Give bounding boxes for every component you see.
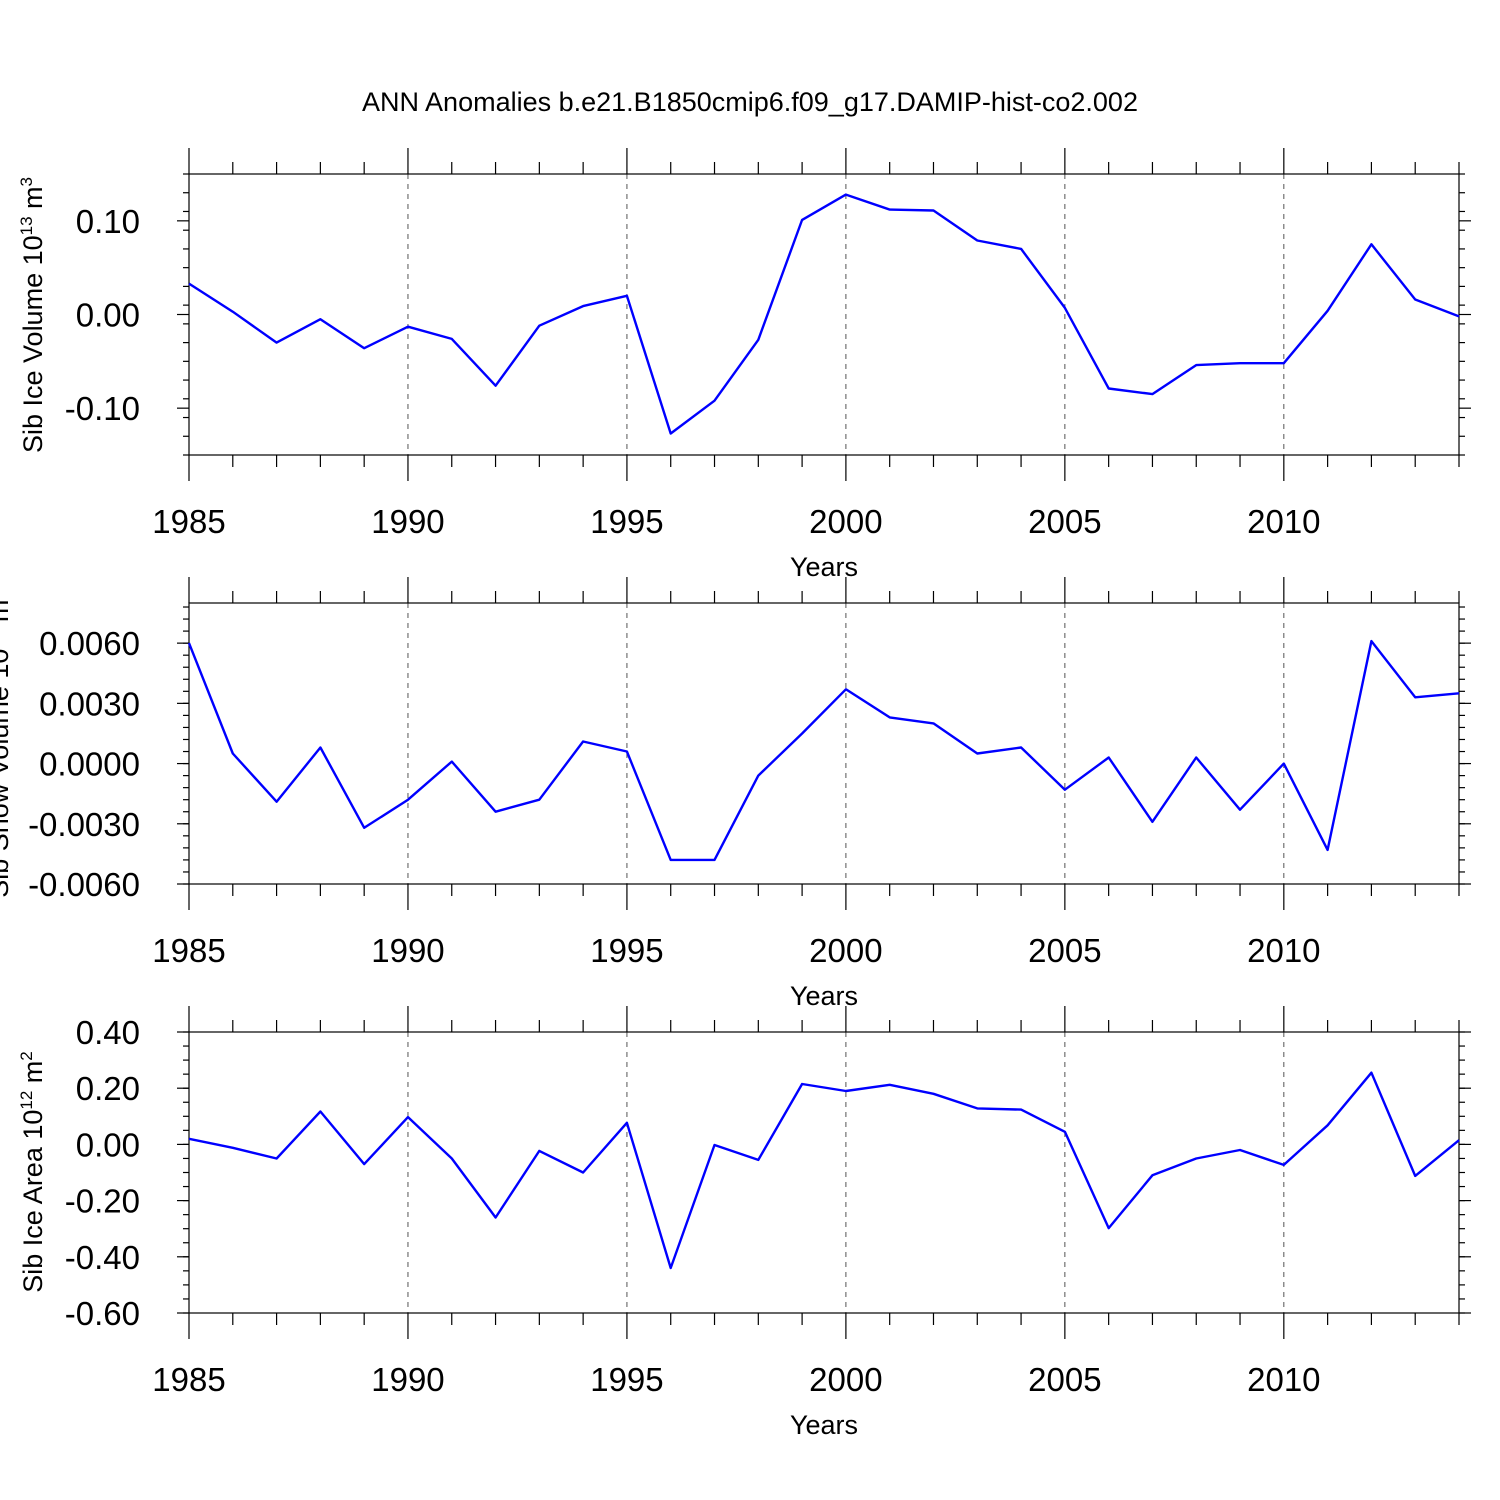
y-tick-label: -0.20 — [65, 1183, 140, 1220]
x-tick-label: 2005 — [1028, 932, 1101, 969]
x-tick-label: 1995 — [590, 932, 663, 969]
plot-frame — [188, 173, 1460, 456]
y-axis-title-exponent: 13 — [17, 216, 36, 235]
x-tick-label: 1995 — [590, 1361, 663, 1398]
y-tick-label: 0.40 — [76, 1014, 140, 1051]
x-tick-label: 2005 — [1028, 1361, 1101, 1398]
y-axis-title-part: Sib Ice Area 10 — [18, 1110, 48, 1293]
x-tick-label: 2005 — [1028, 503, 1101, 540]
y-tick-label: -0.0030 — [28, 806, 140, 843]
y-tick-label: -0.60 — [65, 1295, 140, 1332]
x-tick-label: 2010 — [1247, 1361, 1320, 1398]
chart-panel-sib-snow-volume: 1985 1990 1995 2000 2005 2010 Years -0.0060 -0.0… — [0, 577, 1471, 1011]
panels: 1985 1990 1995 2000 2005 2010 Years -0.10 0.00 0.… — [0, 148, 1471, 1440]
figure-title: ANN Anomalies b.e21.B1850cmip6.f09_g17.D… — [362, 87, 1138, 117]
x-tick-label: 1985 — [152, 932, 225, 969]
y-axis-title-exponent: 13 — [0, 630, 2, 649]
y-axis-title: Sib Ice Area 1012 m2 — [17, 1051, 48, 1293]
y-axis-title-part: Sib Ice Volume 10 — [18, 235, 48, 453]
x-tick-label: 1985 — [152, 503, 225, 540]
y-tick-label: 0.20 — [76, 1070, 140, 1107]
y-axis-title-exponent: 2 — [17, 1051, 36, 1060]
y-tick-label: -0.0060 — [28, 866, 140, 903]
x-tick-label: 1990 — [371, 1361, 444, 1398]
y-tick-label: 0.0030 — [39, 685, 140, 722]
x-tick-label: 2000 — [809, 1361, 882, 1398]
y-axis-title-part: m — [18, 186, 48, 216]
y-axis-title: Sib Ice Volume 1013 m3 — [17, 177, 48, 453]
y-axis-title-exponent: 3 — [17, 177, 36, 186]
y-tick-label: 0.0000 — [39, 746, 140, 783]
series-line-sib-snow-volume — [187, 639, 1460, 862]
y-axis-title-exponent: 12 — [17, 1091, 36, 1110]
y-axis-title-part: m — [18, 1061, 48, 1091]
x-tick-label: 1995 — [590, 503, 663, 540]
y-axis-title-part: m — [0, 600, 14, 630]
y-tick-label: 0.00 — [76, 1126, 140, 1163]
y-tick-label: 0.00 — [76, 297, 140, 334]
x-tick-label: 1985 — [152, 1361, 225, 1398]
x-axis-title: Years — [790, 552, 858, 582]
series-line-sib-ice-volume — [188, 193, 1460, 435]
x-tick-label: 1990 — [371, 932, 444, 969]
x-tick-label: 2010 — [1247, 932, 1320, 969]
y-tick-label: 0.10 — [76, 203, 140, 240]
x-axis-title: Years — [790, 1410, 858, 1440]
x-tick-label: 2000 — [809, 503, 882, 540]
x-axis-title: Years — [790, 981, 858, 1011]
chart-panel-sib-ice-area: 1985 1990 1995 2000 2005 2010 Years -0.60 -0.40 -… — [17, 1006, 1471, 1440]
y-axis-title-part: Sib Snow Volume 10 — [0, 649, 14, 898]
plot-frame — [188, 1031, 1460, 1314]
y-axis-title: Sib Snow Volume 1013 m3 — [0, 590, 14, 898]
x-tick-label: 2010 — [1247, 503, 1320, 540]
x-tick-label: 1990 — [371, 503, 444, 540]
y-axis-title-exponent: 3 — [0, 590, 2, 599]
plot-frame — [188, 602, 1460, 885]
x-tick-label: 2000 — [809, 932, 882, 969]
y-tick-label: 0.0060 — [39, 625, 140, 662]
series-line-sib-ice-area — [188, 1071, 1460, 1270]
chart-panel-sib-ice-volume: 1985 1990 1995 2000 2005 2010 Years -0.10 0.00 0.… — [17, 148, 1471, 582]
y-tick-label: -0.10 — [65, 390, 140, 427]
y-tick-label: -0.40 — [65, 1239, 140, 1276]
